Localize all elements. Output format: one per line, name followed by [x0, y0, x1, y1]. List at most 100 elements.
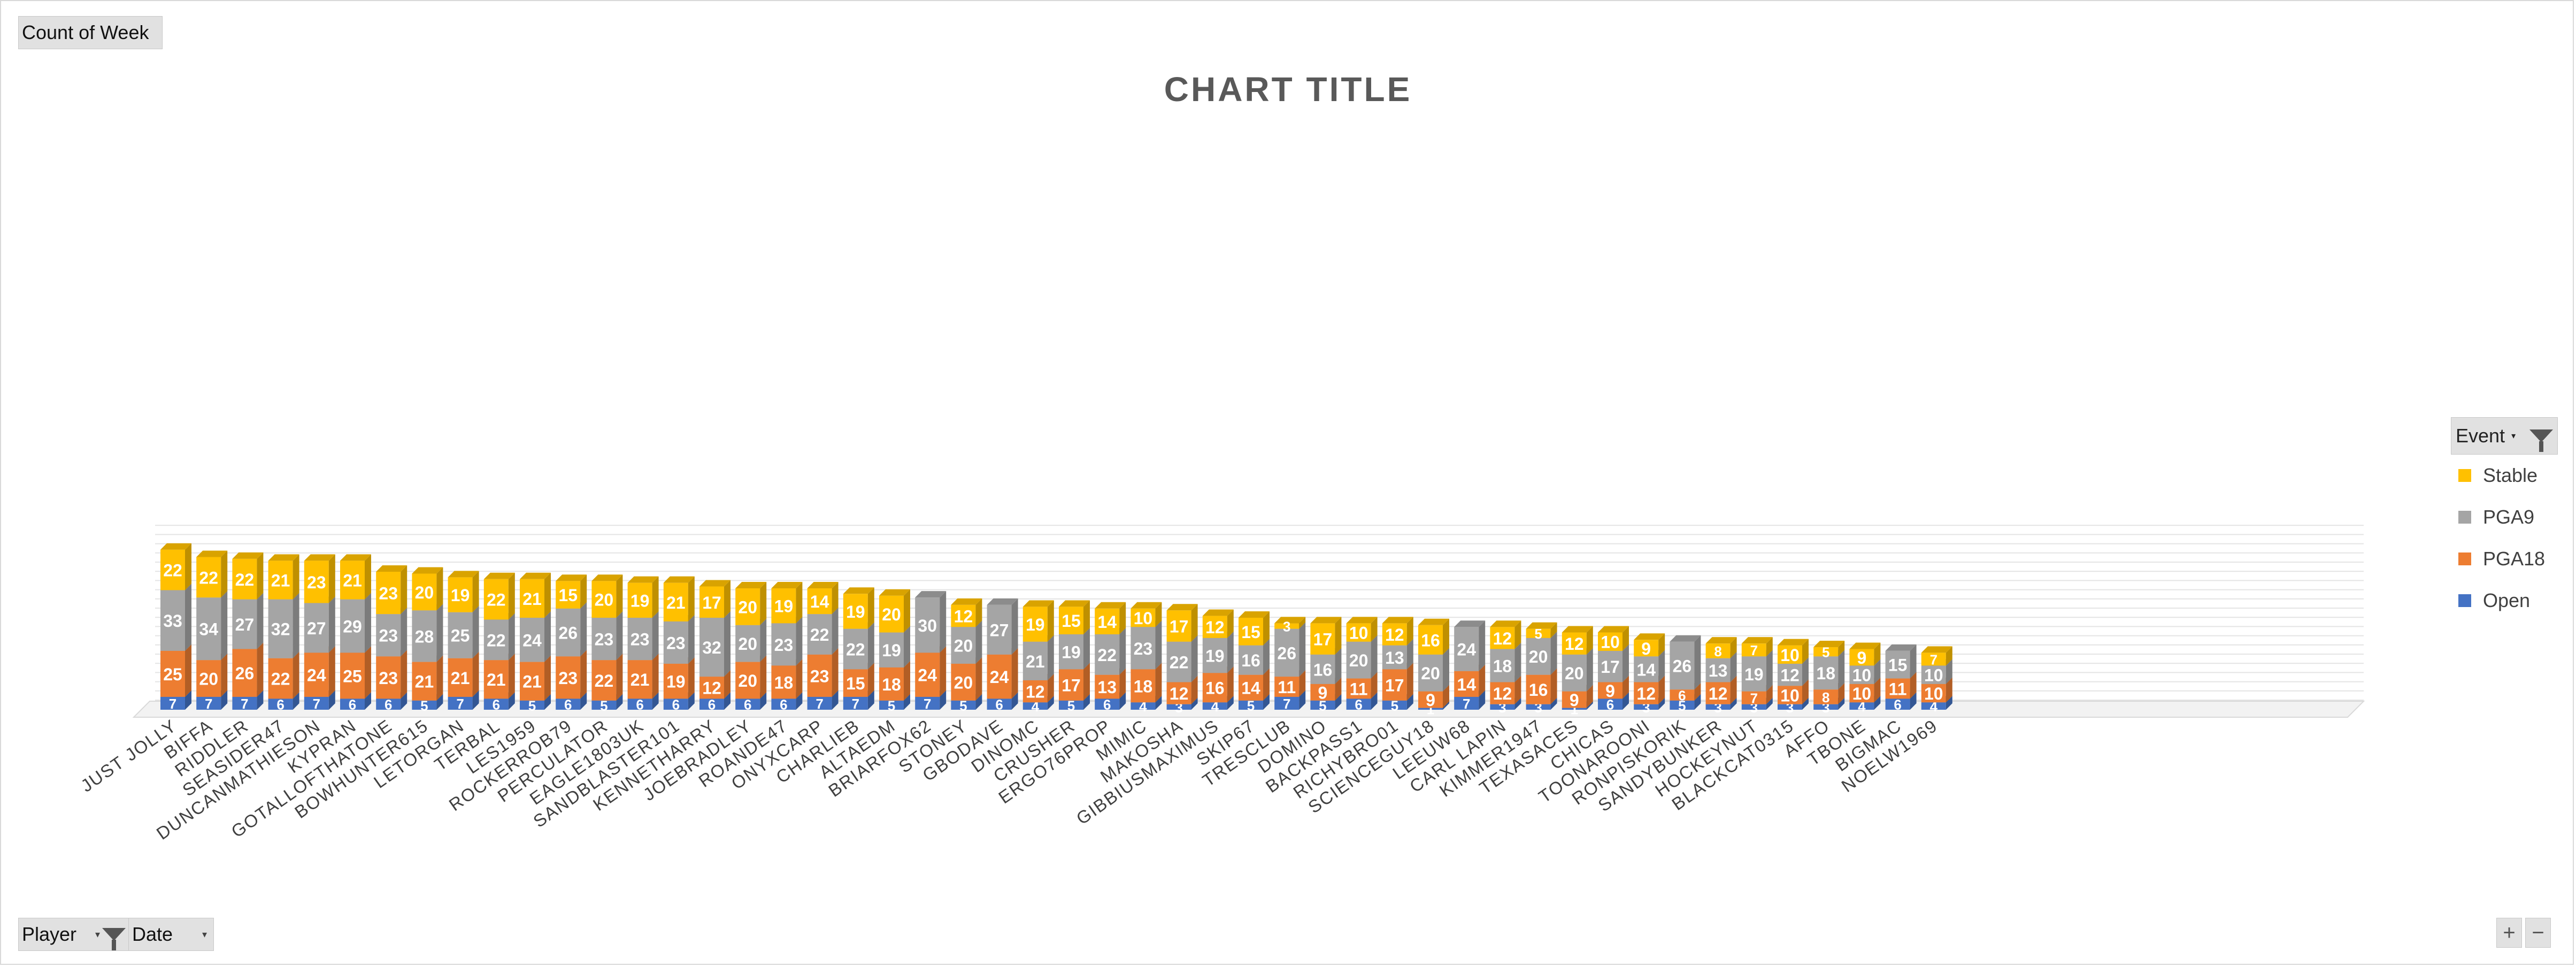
date-filter-button[interactable]: Date ▾: [128, 918, 214, 951]
bar-stable-side: [401, 565, 407, 615]
bar-pga9: [1131, 627, 1156, 670]
bar-pga18: [268, 658, 293, 699]
bar-pga9: [1382, 645, 1407, 670]
bar-stable-top: [1166, 604, 1198, 611]
bar-stable: [879, 595, 904, 633]
bar-pga9: [1741, 656, 1766, 692]
bar-open: [1346, 699, 1371, 710]
legend-item-open[interactable]: Open: [2451, 580, 2558, 621]
bar-pga9: [1526, 638, 1551, 675]
data-label: 21: [271, 571, 290, 590]
bar-stable: [160, 549, 185, 590]
data-label: 28: [415, 627, 434, 646]
bar-stable-side: [365, 554, 371, 600]
bar-pga18: [1382, 669, 1407, 701]
data-label: 22: [810, 625, 829, 644]
bar-open-side: [472, 690, 479, 710]
data-label: 22: [1170, 653, 1189, 672]
bar-pga18: [1885, 678, 1910, 699]
bar-stable-top: [1598, 626, 1629, 633]
data-label: 12: [1709, 684, 1728, 703]
bar-pga9-side: [1802, 657, 1809, 686]
bar-pga18: [1562, 691, 1587, 708]
zoom-in-button[interactable]: +: [2496, 918, 2522, 948]
bar-pga9-side: [365, 593, 371, 653]
legend-item-pga9[interactable]: PGA9: [2451, 496, 2558, 538]
bar-pga9-side: [724, 611, 730, 677]
bar-pga9-side: [1514, 642, 1521, 682]
legend-title: Event: [2456, 425, 2505, 447]
bar-pga9: [376, 614, 401, 657]
bar-stable: [1095, 608, 1120, 634]
bar-pga18: [483, 660, 509, 699]
bar-pga9-side: [1191, 635, 1198, 682]
bar-open-side: [832, 690, 839, 710]
count-of-week-button[interactable]: Count of Week: [18, 16, 163, 49]
bar-pga18-side: [328, 646, 335, 697]
data-label: 10: [1852, 666, 1872, 685]
data-label: 20: [738, 597, 757, 617]
bar-stable: [304, 561, 329, 603]
bar-open-side: [1479, 690, 1486, 710]
bar-open-side: [257, 690, 264, 710]
legend-event-filter-button[interactable]: Event ▾: [2451, 417, 2558, 455]
bar-stable: [196, 557, 221, 598]
data-label: 10: [1924, 684, 1943, 703]
data-label: 12: [1385, 625, 1404, 644]
data-label: 17: [702, 593, 721, 612]
bar-stable-top: [951, 598, 982, 605]
bar-stable: [1705, 643, 1731, 658]
bar-pga9: [1670, 641, 1695, 690]
bar-pga9: [951, 627, 976, 664]
data-label: 20: [1529, 647, 1548, 666]
bar-pga9: [1274, 628, 1299, 677]
bar-open-side: [1730, 697, 1737, 710]
data-label: 6: [1103, 697, 1111, 713]
bar-open: [196, 696, 221, 710]
bar-stable-side: [760, 581, 767, 625]
bar-stable-top: [1346, 617, 1378, 624]
bar-open: [1705, 704, 1731, 710]
bar-pga9-side: [1443, 648, 1449, 692]
bar-stable-side: [652, 576, 659, 618]
bar-pga18: [556, 656, 581, 699]
bar-pga9-side: [1227, 631, 1234, 673]
data-label: 23: [379, 584, 398, 603]
bar-stable: [1921, 653, 1946, 666]
bar-pga18-side: [1479, 664, 1486, 697]
legend-swatch-pga9: [2458, 511, 2471, 524]
bar-stable-side: [293, 554, 299, 600]
bar-pga9: [1095, 634, 1120, 675]
bar-stable-top: [556, 574, 587, 581]
bar-pga9-side: [185, 584, 191, 651]
bar-stable: [1741, 643, 1766, 657]
bar-stable: [376, 572, 401, 615]
bar-stable-top: [304, 554, 335, 561]
bar-pga18: [1239, 674, 1263, 701]
data-label: 9: [1857, 648, 1867, 667]
bar-open-side: [1155, 696, 1162, 710]
bar-stable: [268, 561, 293, 600]
bar-pga18-side: [1623, 676, 1629, 699]
data-label: 10: [1780, 686, 1800, 705]
bar-pga18: [1310, 684, 1335, 701]
legend-item-stable[interactable]: Stable: [2451, 455, 2558, 496]
bar-stable-top: [1274, 617, 1306, 624]
bar-pga9-side: [1694, 635, 1701, 690]
bar-open: [987, 699, 1012, 710]
data-label: 22: [271, 670, 290, 689]
bar-stable: [1526, 628, 1551, 638]
bar-open: [556, 699, 581, 710]
data-label: 30: [918, 616, 937, 635]
data-label: 27: [307, 619, 326, 638]
bar-open-side: [1191, 697, 1198, 710]
bar-open: [951, 700, 976, 710]
data-label: 16: [1421, 631, 1440, 650]
legend-item-pga18[interactable]: PGA18: [2451, 538, 2558, 580]
bar-pga9-side: [328, 596, 335, 653]
bar-pga18: [1778, 686, 1802, 704]
player-filter-button[interactable]: Player ▾: [18, 918, 130, 951]
bar-open-side: [1335, 694, 1342, 710]
bar-stable-side: [1730, 637, 1737, 658]
zoom-out-button[interactable]: −: [2525, 918, 2551, 948]
